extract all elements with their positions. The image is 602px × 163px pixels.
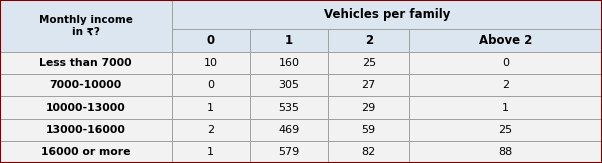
Bar bbox=[250, 119, 328, 141]
Bar bbox=[172, 141, 250, 163]
Text: 29: 29 bbox=[362, 103, 376, 113]
Text: 0: 0 bbox=[207, 80, 214, 90]
Text: 27: 27 bbox=[362, 80, 376, 90]
Bar bbox=[409, 141, 602, 163]
Text: 16000 or more: 16000 or more bbox=[41, 147, 131, 157]
Bar bbox=[250, 29, 328, 52]
Text: Monthly income
in ₹?: Monthly income in ₹? bbox=[39, 15, 132, 37]
Text: 25: 25 bbox=[362, 58, 376, 68]
Bar bbox=[409, 96, 602, 119]
Bar bbox=[328, 119, 409, 141]
Bar bbox=[409, 74, 602, 96]
Text: 2: 2 bbox=[365, 34, 373, 47]
Text: Less than 7000: Less than 7000 bbox=[40, 58, 132, 68]
Bar bbox=[328, 29, 409, 52]
Bar bbox=[172, 96, 250, 119]
Text: 10: 10 bbox=[203, 58, 218, 68]
Bar bbox=[172, 29, 250, 52]
Text: 579: 579 bbox=[278, 147, 300, 157]
Text: 13000-16000: 13000-16000 bbox=[46, 125, 126, 135]
Text: Above 2: Above 2 bbox=[479, 34, 532, 47]
Text: 1: 1 bbox=[207, 147, 214, 157]
Bar bbox=[409, 52, 602, 74]
Bar bbox=[172, 52, 250, 74]
Text: 1: 1 bbox=[285, 34, 293, 47]
Text: 469: 469 bbox=[278, 125, 300, 135]
Bar bbox=[0, 52, 172, 74]
Text: 82: 82 bbox=[362, 147, 376, 157]
Text: 1: 1 bbox=[502, 103, 509, 113]
Bar bbox=[0, 0, 172, 52]
Bar bbox=[0, 74, 172, 96]
Text: 0: 0 bbox=[206, 34, 215, 47]
Text: 535: 535 bbox=[279, 103, 299, 113]
Bar bbox=[172, 74, 250, 96]
Bar bbox=[250, 96, 328, 119]
Text: 160: 160 bbox=[279, 58, 299, 68]
Bar bbox=[328, 141, 409, 163]
Text: 305: 305 bbox=[279, 80, 299, 90]
Text: 2: 2 bbox=[207, 125, 214, 135]
Bar bbox=[250, 74, 328, 96]
Bar bbox=[409, 119, 602, 141]
Bar bbox=[250, 141, 328, 163]
Text: 2: 2 bbox=[502, 80, 509, 90]
Bar bbox=[0, 96, 172, 119]
Text: 10000-13000: 10000-13000 bbox=[46, 103, 126, 113]
Bar bbox=[172, 0, 602, 29]
Text: 0: 0 bbox=[502, 58, 509, 68]
Bar bbox=[328, 96, 409, 119]
Text: 7000-10000: 7000-10000 bbox=[49, 80, 122, 90]
Bar bbox=[172, 119, 250, 141]
Text: 88: 88 bbox=[498, 147, 513, 157]
Bar bbox=[250, 52, 328, 74]
Text: Vehicles per family: Vehicles per family bbox=[324, 8, 450, 21]
Bar bbox=[0, 141, 172, 163]
Bar bbox=[328, 52, 409, 74]
Bar bbox=[0, 119, 172, 141]
Text: 25: 25 bbox=[498, 125, 513, 135]
Text: 59: 59 bbox=[362, 125, 376, 135]
Text: 1: 1 bbox=[207, 103, 214, 113]
Bar bbox=[409, 29, 602, 52]
Bar bbox=[328, 74, 409, 96]
